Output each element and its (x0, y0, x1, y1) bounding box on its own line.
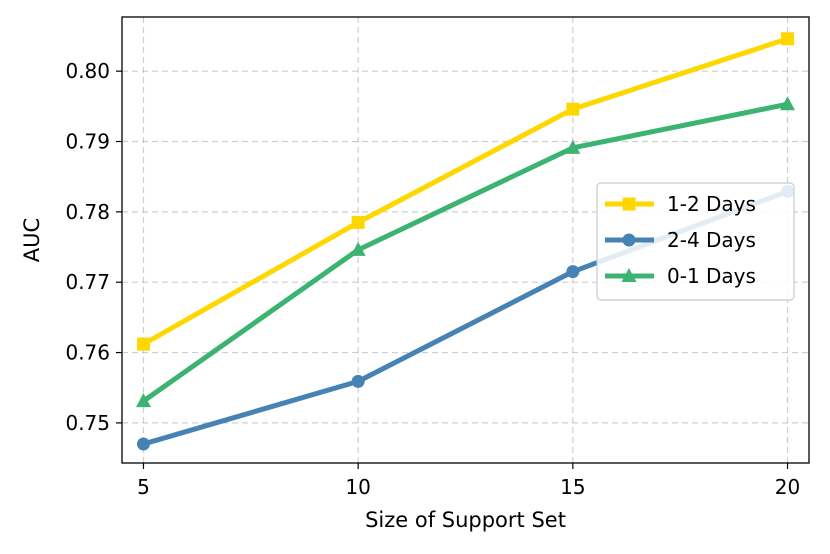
x-tick-label: 5 (137, 475, 150, 499)
legend-marker (621, 268, 637, 282)
data-point (780, 96, 796, 111)
series-line (139, 101, 791, 405)
plot-frame (121, 16, 810, 464)
legend-marker (622, 197, 636, 211)
x-tick-label: 20 (775, 475, 800, 499)
legend: 1-2 Days 2-4 Days 0-1 Days (596, 182, 795, 301)
x-tick-label: 15 (560, 475, 585, 499)
data-point (350, 241, 366, 256)
axis-ticks: 5 10 15 20 0.75 0.76 0.77 0.78 0.79 0.80 (65, 59, 800, 499)
x-axis-label: Size of Support Set (365, 508, 566, 532)
data-point (351, 215, 365, 229)
y-tick-label: 0.77 (65, 270, 110, 294)
legend-item: 1-2 Days (605, 192, 756, 216)
series-line (140, 35, 791, 348)
y-tick-label: 0.79 (65, 130, 110, 154)
data-point (351, 374, 365, 388)
legend-marker (622, 233, 636, 247)
legend-item: 0-1 Days (605, 264, 756, 288)
data-point (135, 393, 151, 408)
data-point (565, 139, 581, 154)
legend-label: 2-4 Days (667, 228, 756, 252)
data-point (781, 32, 795, 46)
y-axis-label: AUC (20, 218, 44, 262)
series-0-1-days (135, 96, 796, 408)
legend-label: 1-2 Days (667, 192, 756, 216)
data-point (136, 437, 150, 451)
legend-label: 0-1 Days (667, 264, 756, 288)
series-1-2-days (136, 32, 795, 351)
data-point (566, 265, 580, 279)
legend-box (596, 182, 795, 301)
x-tick-label: 10 (345, 475, 370, 499)
y-tick-label: 0.80 (65, 59, 110, 83)
data-point (136, 337, 150, 351)
data-point (566, 102, 580, 116)
legend-item: 2-4 Days (605, 228, 756, 252)
y-tick-label: 0.76 (65, 341, 110, 365)
y-tick-label: 0.75 (65, 411, 110, 435)
y-tick-label: 0.78 (65, 200, 110, 224)
